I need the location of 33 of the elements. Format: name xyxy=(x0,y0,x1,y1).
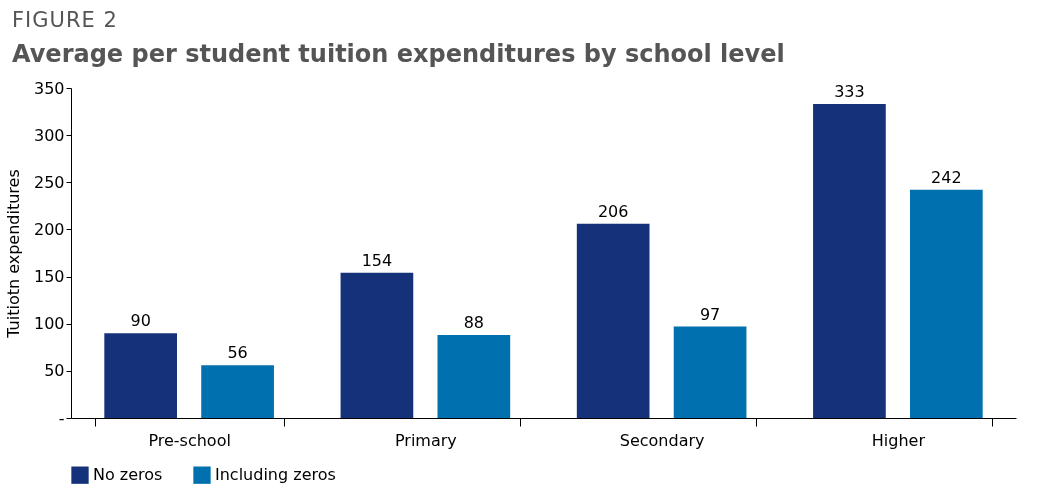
data-label: 97 xyxy=(699,304,721,324)
bar xyxy=(673,326,747,418)
y-tick-label: 100 xyxy=(33,314,65,334)
y-tick-label: - xyxy=(58,408,65,428)
bar xyxy=(909,189,983,418)
bar xyxy=(576,223,650,418)
bar xyxy=(104,333,178,418)
y-tick-label: 150 xyxy=(33,267,65,287)
data-label: 242 xyxy=(931,167,962,187)
legend-label: No zeros xyxy=(93,465,163,485)
x-tick-label: Secondary xyxy=(619,430,705,450)
chart-title: Average per student tuition expenditures by school level xyxy=(12,40,785,68)
data-label: 90 xyxy=(130,311,151,331)
y-tick-label: 350 xyxy=(33,78,65,98)
y-axis-title: Tuitiotn expenditures xyxy=(3,169,23,339)
x-tick-label: Primary xyxy=(394,430,457,450)
data-label: 56 xyxy=(227,343,248,363)
y-tick-label: 50 xyxy=(44,361,65,381)
y-tick-label: 200 xyxy=(33,219,65,239)
data-label: 206 xyxy=(597,201,629,221)
bar xyxy=(340,272,414,418)
bar xyxy=(201,365,274,418)
data-label: 333 xyxy=(834,82,865,102)
y-tick-label: 250 xyxy=(33,172,65,192)
x-tick-label: Higher xyxy=(871,430,926,450)
data-label: 88 xyxy=(463,313,485,333)
x-tick-label: Pre-school xyxy=(148,430,231,450)
bar xyxy=(813,104,886,418)
y-tick-label: 300 xyxy=(33,125,65,145)
bar xyxy=(437,335,511,418)
legend-label: Including zeros xyxy=(215,465,336,485)
data-label: 154 xyxy=(361,250,393,270)
chart-subtitle: FIGURE 2 xyxy=(12,8,118,32)
